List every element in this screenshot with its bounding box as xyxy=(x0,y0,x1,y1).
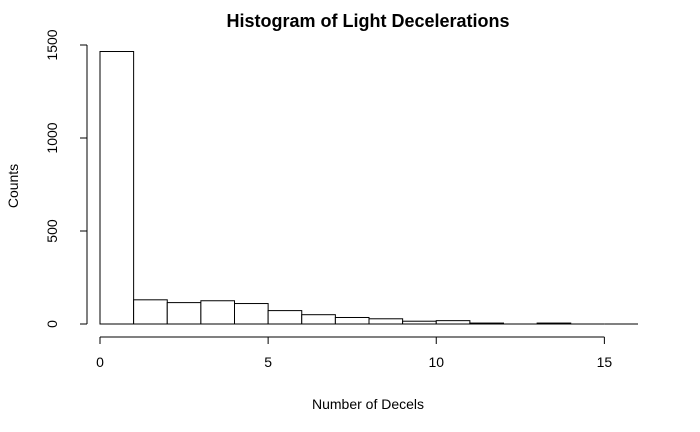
histogram-bar xyxy=(267,310,303,325)
histogram-bar xyxy=(334,316,370,325)
histogram-bar xyxy=(469,322,504,325)
x-tick-label: 15 xyxy=(597,354,613,370)
histogram-bar xyxy=(234,303,269,325)
histogram-bar xyxy=(200,300,235,325)
y-tick-label: 1000 xyxy=(44,122,60,153)
chart-title: Histogram of Light Decelerations xyxy=(226,11,509,31)
x-tick-label: 5 xyxy=(264,354,272,370)
y-axis: 0 500 1000 1500 xyxy=(44,29,88,328)
histogram-bar xyxy=(536,322,572,325)
y-tick-label: 1500 xyxy=(44,29,60,60)
histogram-bar xyxy=(133,299,168,325)
histogram-bar xyxy=(368,318,404,325)
x-tick-label: 10 xyxy=(428,354,444,370)
histogram-bar xyxy=(435,320,471,325)
histogram-bar xyxy=(166,302,202,325)
bars-group xyxy=(99,51,638,325)
y-tick-label: 0 xyxy=(44,320,60,328)
x-axis: 0 5 10 15 xyxy=(96,336,613,370)
histogram-bar xyxy=(99,51,135,325)
y-axis-label: Counts xyxy=(5,164,21,208)
x-tick-label: 0 xyxy=(96,354,104,370)
x-axis-label: Number of Decels xyxy=(312,396,424,412)
histogram-bar xyxy=(301,314,336,325)
histogram-bar xyxy=(402,320,437,325)
y-tick-label: 500 xyxy=(44,219,60,243)
